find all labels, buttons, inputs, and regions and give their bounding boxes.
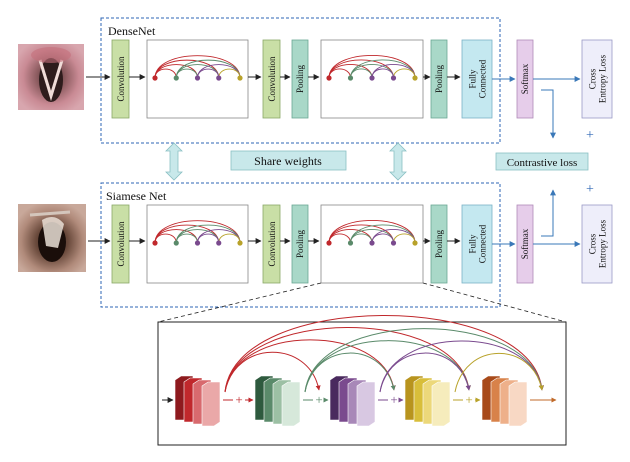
- dense-connection-arc: [218, 68, 241, 79]
- dense-layer-node: [194, 75, 201, 81]
- siamese-net-box: [100, 182, 501, 308]
- plus-bottom: +: [586, 182, 594, 197]
- topLoss-line-2: Entropy Loss: [598, 54, 608, 103]
- dense-layer-node: [152, 75, 158, 81]
- top-cross-entropy-loss-label: CrossEntropy Loss: [588, 54, 608, 103]
- botFc-line-1: Fully: [468, 234, 478, 254]
- dense-layer-node: [237, 75, 243, 81]
- bottom-dense-arcs-2: [326, 220, 418, 246]
- dense-skip-connection: [304, 352, 396, 393]
- dense-layer-node: [216, 75, 222, 81]
- feature-map: [431, 381, 451, 427]
- top-pooling-1: [291, 39, 309, 119]
- dense-layer-node: [390, 75, 397, 81]
- contrastive-loss-box: [495, 152, 589, 171]
- top-convolution-1: [111, 39, 130, 119]
- dense-connection-arc: [218, 233, 241, 244]
- endoscopy-image-top: [18, 44, 84, 110]
- share-weights-double-arrow-left: [165, 142, 183, 181]
- top-fully-connected: [461, 39, 493, 119]
- dense-skip-connection: [379, 352, 471, 393]
- top-dense-arcs-2: [326, 55, 418, 81]
- dense-layer-node: [369, 240, 375, 246]
- concat-plus: +: [235, 392, 242, 407]
- plus-top: +: [586, 128, 594, 143]
- dense-layer-node: [237, 240, 243, 246]
- densenet-box: [100, 17, 501, 144]
- bottom-softmax-label: Softmax: [520, 228, 530, 259]
- feature-map: [201, 381, 221, 427]
- softmax-to-contrastive-bottom: [541, 189, 556, 237]
- botLoss-line-1: Cross: [588, 233, 598, 254]
- dense-layer-node: [347, 240, 354, 246]
- dense-block-detail: + + + +: [162, 315, 557, 427]
- dense-layer-node: [216, 240, 222, 246]
- bottom-pooling-2: [430, 204, 448, 284]
- top-fully-connected-label: FullyConnected: [468, 59, 488, 98]
- top-pooling-2: [430, 39, 448, 119]
- concat-plus: +: [315, 392, 322, 407]
- concat-plus: +: [465, 392, 472, 407]
- endoscopy-image-bottom: [18, 204, 86, 272]
- dense-layer-node: [152, 240, 158, 246]
- dense-layer-node: [173, 75, 179, 81]
- bottom-convolution-2-label: Convolution: [267, 221, 277, 267]
- dense-layer-node: [412, 75, 418, 81]
- top-pooling-2-label: Pooling: [434, 65, 444, 94]
- share-weights-label: Share weights: [254, 154, 322, 168]
- bottom-convolution-2: [262, 204, 281, 284]
- top-pooling-1-label: Pooling: [295, 65, 305, 94]
- zoom-line-left: [157, 282, 322, 323]
- feature-map: [508, 381, 528, 427]
- top-cross-entropy-loss: [581, 39, 613, 119]
- top-convolution-2-label: Convolution: [267, 56, 277, 102]
- feature-map: [356, 381, 376, 427]
- dense-skip-connection: [224, 315, 545, 393]
- top-convolution-2: [262, 39, 281, 119]
- bottom-convolution-1: [111, 204, 130, 284]
- bottom-pooling-2-label: Pooling: [434, 230, 444, 259]
- bottom-pooling-1: [291, 204, 309, 284]
- topFc-line-2: Connected: [478, 59, 488, 98]
- densenet-title: DenseNet: [108, 24, 156, 38]
- share-weights-double-arrow-right: [389, 142, 407, 181]
- top-convolution-1-label: Convolution: [116, 56, 126, 102]
- botFc-line-2: Connected: [478, 224, 488, 263]
- dense-layer-node: [326, 240, 332, 246]
- concat-plus: +: [390, 392, 397, 407]
- bottom-fully-connected: [461, 204, 493, 284]
- bottom-convolution-1-label: Convolution: [116, 221, 126, 267]
- dense-layer-node: [390, 240, 397, 246]
- zoom-line-right: [422, 282, 567, 323]
- topLoss-line-1: Cross: [588, 68, 598, 89]
- dense-layer-node: [326, 75, 332, 81]
- bottom-pooling-1-label: Pooling: [295, 230, 305, 259]
- share-weights-box: [230, 150, 347, 171]
- dense-skip-connection: [224, 351, 321, 393]
- dense-skip-connection: [224, 326, 471, 393]
- dense-skip-connection: [304, 328, 544, 393]
- dense-connection-arc: [393, 233, 416, 244]
- bottom-cross-entropy-loss-label: CrossEntropy Loss: [588, 219, 608, 268]
- softmax-to-contrastive-top: [541, 89, 556, 139]
- dense-skip-connection: [454, 352, 544, 393]
- feature-map: [281, 381, 301, 427]
- dense-layer-node: [369, 75, 375, 81]
- dense-layer-node: [347, 75, 354, 81]
- dense-layer-node: [173, 240, 179, 246]
- siamese-net-title: Siamese Net: [106, 189, 167, 203]
- dense-layer-node: [412, 240, 418, 246]
- top-softmax-label: Softmax: [520, 63, 530, 94]
- topFc-line-1: Fully: [468, 69, 478, 89]
- contrastive-loss-label: Contrastive loss: [507, 157, 578, 169]
- dense-connection-arc: [393, 68, 416, 79]
- bottom-fully-connected-label: FullyConnected: [468, 224, 488, 263]
- bottom-dense-arcs-1: [152, 220, 243, 246]
- botLoss-line-2: Entropy Loss: [598, 219, 608, 268]
- dense-layer-node: [194, 240, 201, 246]
- bottom-cross-entropy-loss: [581, 204, 613, 284]
- top-dense-arcs-1: [152, 55, 243, 81]
